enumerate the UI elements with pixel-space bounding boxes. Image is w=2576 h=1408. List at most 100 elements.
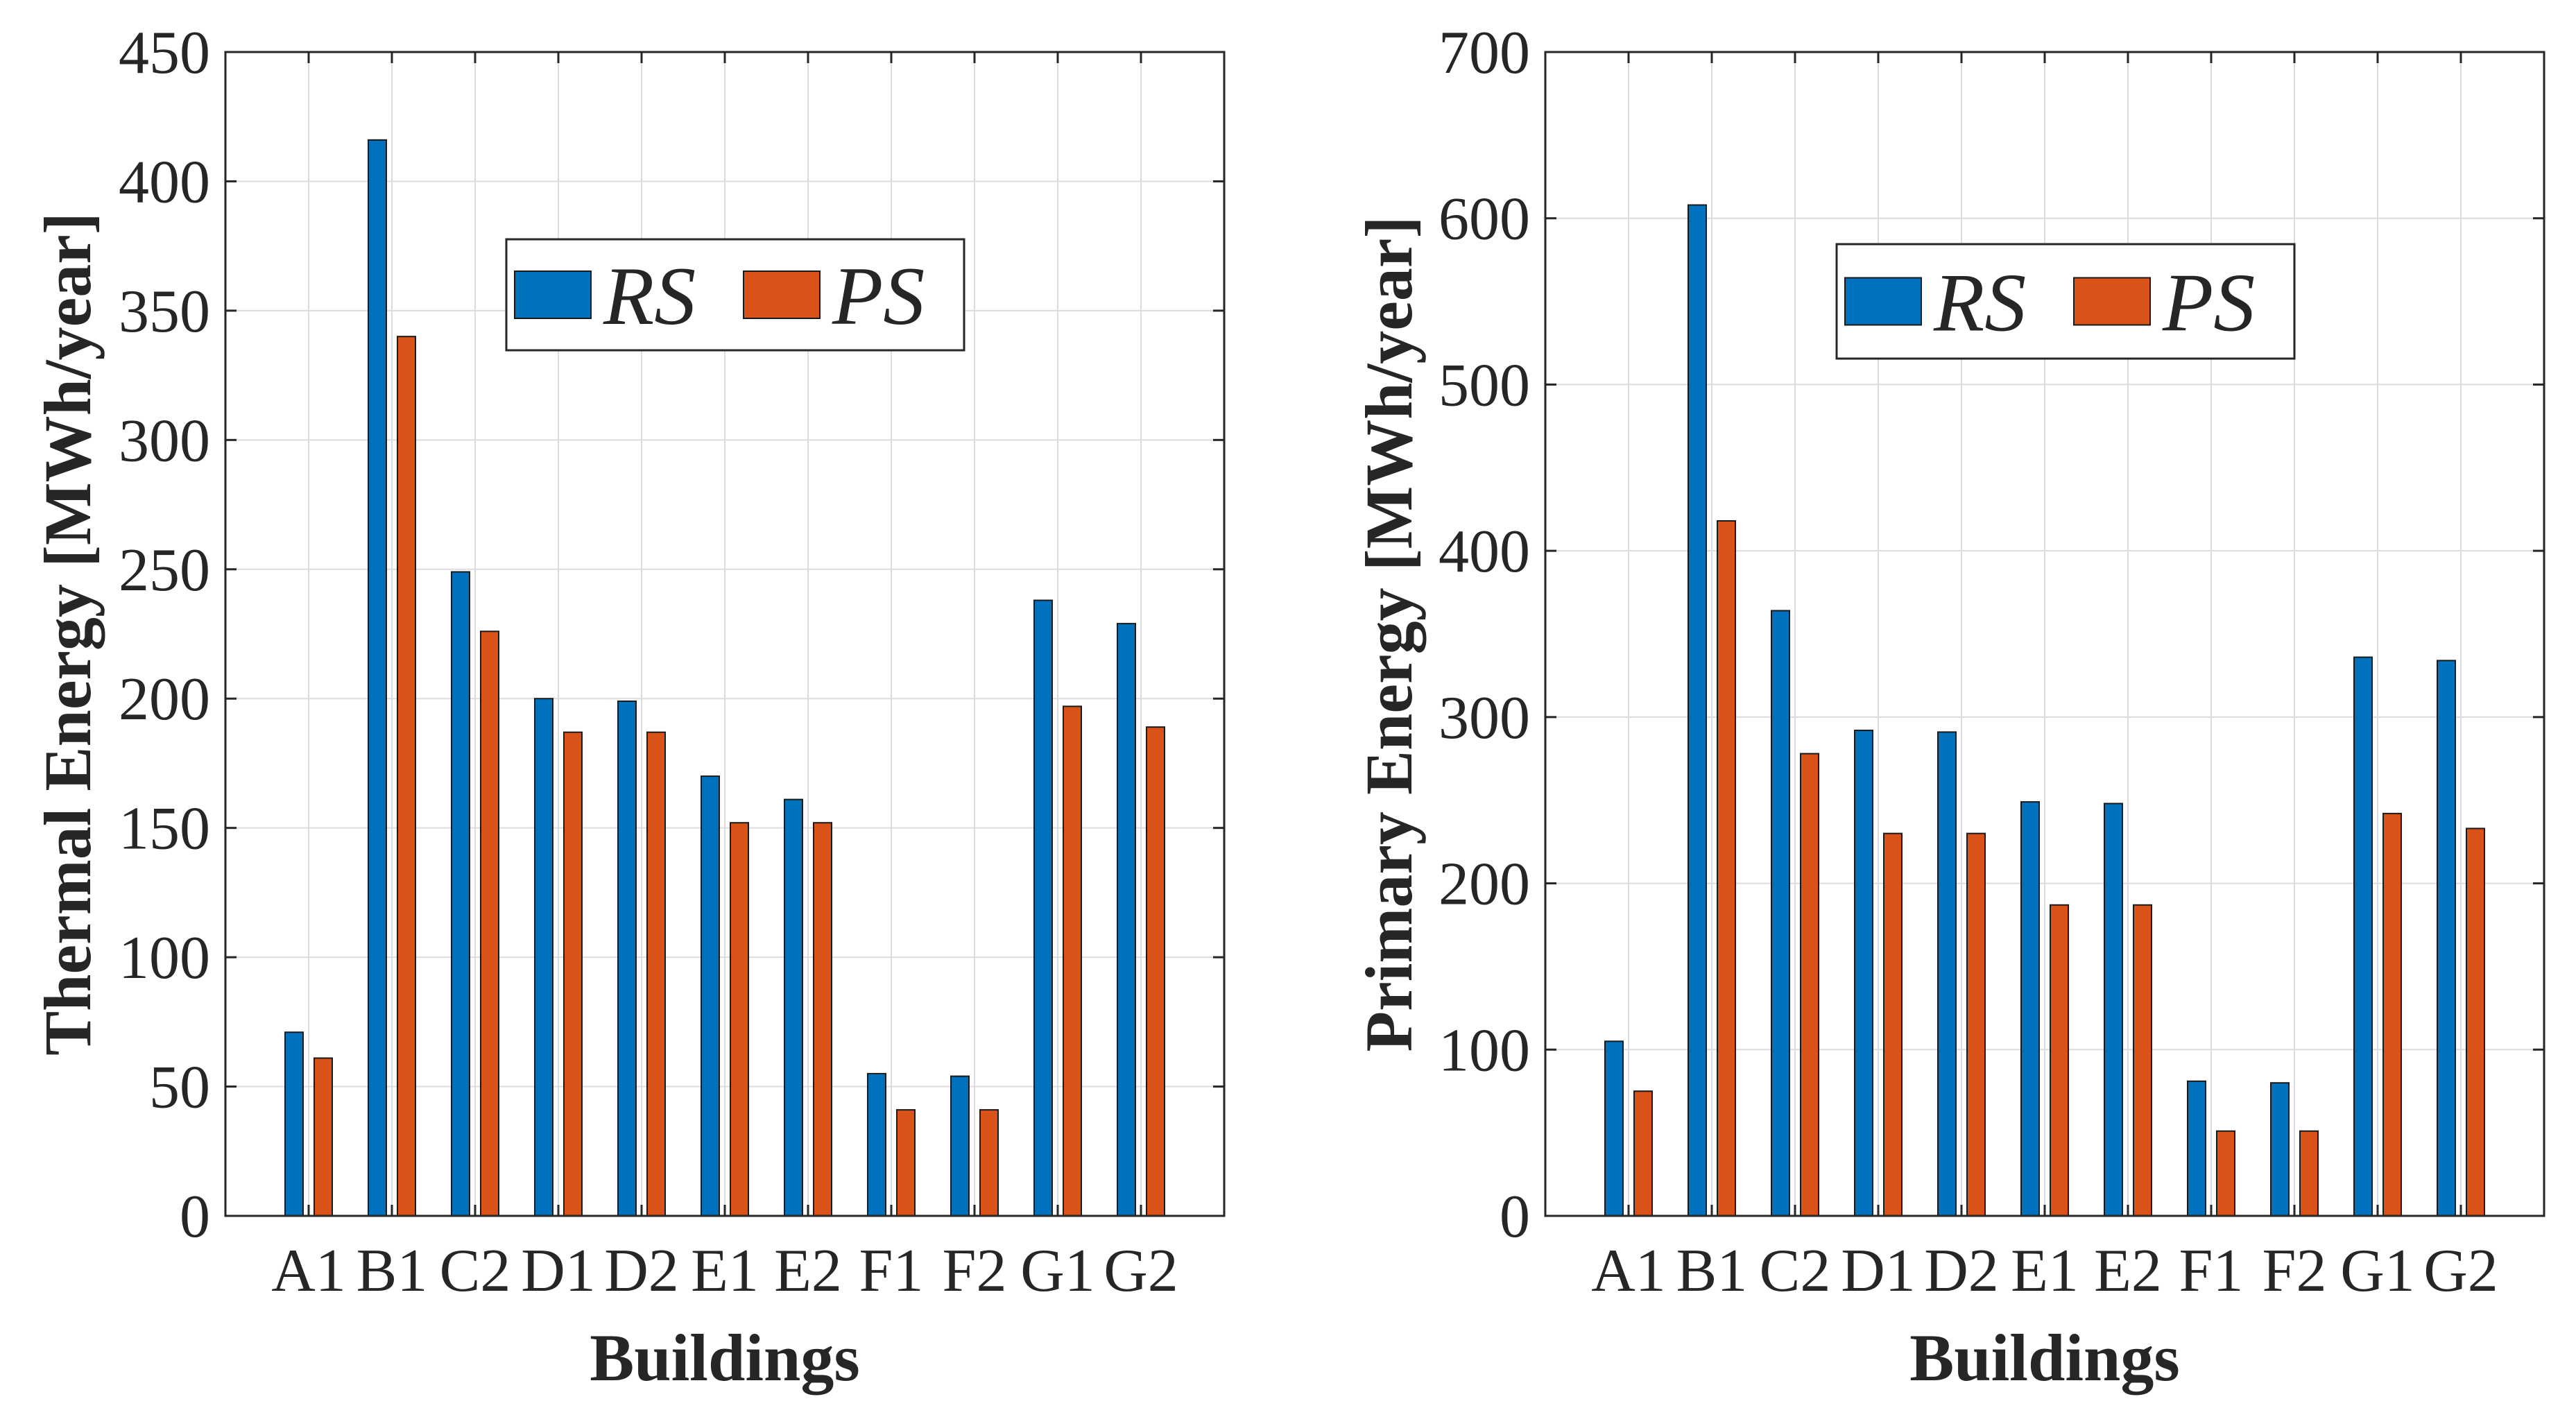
bar-rs-c2 <box>1771 610 1790 1217</box>
bar-rs-g1 <box>2353 656 2373 1217</box>
bar-rs-d1 <box>1854 730 1873 1217</box>
y-axis-label: Primary Energy [MWh/year] <box>1352 216 1426 1052</box>
ticks: 0 50 100 150 200 250 300 350 400 450 A1 B1 C2 D1 D2 E1 E… <box>119 19 1224 1305</box>
y-axis-label: Thermal Energy [MWh/year] <box>31 212 105 1056</box>
x-tick-label: C2 <box>1760 1237 1831 1305</box>
bar-rs-d2 <box>1937 731 1957 1217</box>
bar-ps-d1 <box>1883 832 1903 1217</box>
x-tick-label: G1 <box>1020 1237 1095 1305</box>
bar-ps-g1 <box>2382 812 2402 1217</box>
bar-rs-e2 <box>784 798 803 1217</box>
bar-rs-b1 <box>368 139 387 1217</box>
bar-rs-f2 <box>2270 1082 2290 1217</box>
y-tick-label: 300 <box>1439 685 1530 752</box>
y-tick-label: 700 <box>1439 19 1530 87</box>
thermal-energy-chart: 0 50 100 150 200 250 300 350 400 450 A1 B1 C2 D1 D2 E1 E… <box>31 19 1226 1395</box>
bar-rs-b1 <box>1688 204 1707 1217</box>
y-tick-label: 250 <box>119 537 210 604</box>
bar-rs-e1 <box>701 775 720 1217</box>
y-tick-label: 0 <box>1500 1183 1530 1251</box>
y-tick-label: 0 <box>180 1183 210 1251</box>
legend-swatch-ps <box>2073 277 2151 326</box>
bar-ps-e1 <box>2050 904 2069 1217</box>
bar-ps-d2 <box>1966 832 1986 1217</box>
y-tick-label: 200 <box>1439 851 1530 918</box>
bar-rs-g1 <box>1033 599 1053 1217</box>
y-tick-label: 450 <box>119 19 210 87</box>
legend-swatch-ps <box>743 271 821 319</box>
bar-rs-a1 <box>1604 1040 1624 1217</box>
ticks: 0 100 200 300 400 500 600 700 A1 B1 C2 D1 D2 E1 E2 F1 F2… <box>1439 19 2544 1305</box>
x-tick-label: E2 <box>2094 1237 2162 1305</box>
x-tick-label: D1 <box>521 1237 596 1305</box>
x-axis-label: Buildings <box>590 1321 860 1395</box>
bar-rs-f1 <box>2187 1080 2206 1217</box>
bar-rs-g2 <box>1117 623 1136 1217</box>
x-tick-label: B1 <box>357 1237 428 1305</box>
bar-ps-a1 <box>1633 1090 1653 1217</box>
x-tick-label: D2 <box>604 1237 679 1305</box>
bar-ps-a1 <box>314 1057 333 1217</box>
y-tick-label: 200 <box>119 666 210 733</box>
x-tick-label: F1 <box>2179 1237 2244 1305</box>
y-tick-label: 500 <box>1439 352 1530 419</box>
bar-rs-f2 <box>950 1075 970 1217</box>
y-tick-label: 350 <box>119 278 210 345</box>
bar-ps-f1 <box>896 1109 916 1217</box>
x-tick-label: E1 <box>691 1237 759 1305</box>
bar-ps-e2 <box>2133 904 2152 1217</box>
bar-ps-f2 <box>2299 1130 2319 1217</box>
bar-ps-b1 <box>1717 520 1736 1217</box>
bar-ps-g2 <box>2466 827 2485 1217</box>
y-tick-label: 600 <box>1439 186 1530 253</box>
bar-rs-e1 <box>2020 801 2040 1217</box>
x-tick-label: E2 <box>774 1237 842 1305</box>
legend-label-rs: RS <box>1933 257 2026 349</box>
y-tick-label: 50 <box>149 1054 210 1122</box>
y-tick-label: 100 <box>119 925 210 992</box>
x-tick-label: F2 <box>2262 1237 2327 1305</box>
x-tick-label: F1 <box>859 1237 924 1305</box>
y-tick-label: 300 <box>119 407 210 474</box>
bar-rs-e2 <box>2104 802 2123 1217</box>
x-tick-label: G1 <box>2340 1237 2415 1305</box>
x-tick-label: G2 <box>2423 1237 2498 1305</box>
legend-swatch-rs <box>514 271 592 319</box>
x-tick-label: F2 <box>943 1237 1007 1305</box>
bar-ps-e1 <box>730 822 749 1217</box>
y-tick-label: 150 <box>119 796 210 863</box>
x-tick-label: C2 <box>440 1237 511 1305</box>
primary-energy-chart: 0 100 200 300 400 500 600 700 A1 B1 C2 D1 D2 E1 E2 F1 F2… <box>1352 19 2545 1395</box>
bar-rs-g2 <box>2437 660 2456 1217</box>
legend-label-ps: PS <box>832 250 925 342</box>
bar-ps-g2 <box>1146 726 1165 1217</box>
legend: RS PS <box>1835 243 2296 360</box>
x-tick-label: E1 <box>2011 1237 2079 1305</box>
bar-ps-b1 <box>397 336 416 1217</box>
y-tick-label: 400 <box>119 148 210 216</box>
bar-rs-d2 <box>617 700 637 1217</box>
x-tick-label: D2 <box>1924 1237 1999 1305</box>
bar-ps-g1 <box>1063 705 1082 1217</box>
x-tick-label: D1 <box>1841 1237 1916 1305</box>
x-tick-label: A1 <box>271 1237 346 1305</box>
bar-rs-c2 <box>451 571 470 1217</box>
bar-ps-e2 <box>813 822 832 1217</box>
x-tick-label: A1 <box>1591 1237 1666 1305</box>
legend-swatch-rs <box>1844 277 1922 326</box>
bar-ps-c2 <box>1800 753 1819 1217</box>
y-tick-label: 400 <box>1439 518 1530 585</box>
bar-rs-d1 <box>534 698 553 1217</box>
legend-label-ps: PS <box>2162 257 2255 349</box>
bar-rs-a1 <box>284 1031 304 1217</box>
x-axis-label: Buildings <box>1909 1321 2180 1395</box>
bar-ps-f1 <box>2216 1130 2235 1217</box>
x-tick-label: G2 <box>1104 1237 1178 1305</box>
bar-ps-d2 <box>646 731 666 1217</box>
bar-rs-f1 <box>867 1072 886 1217</box>
bars <box>1604 204 2485 1217</box>
bar-ps-d1 <box>563 731 583 1217</box>
bar-ps-c2 <box>480 630 499 1217</box>
x-tick-label: B1 <box>1676 1237 1748 1305</box>
